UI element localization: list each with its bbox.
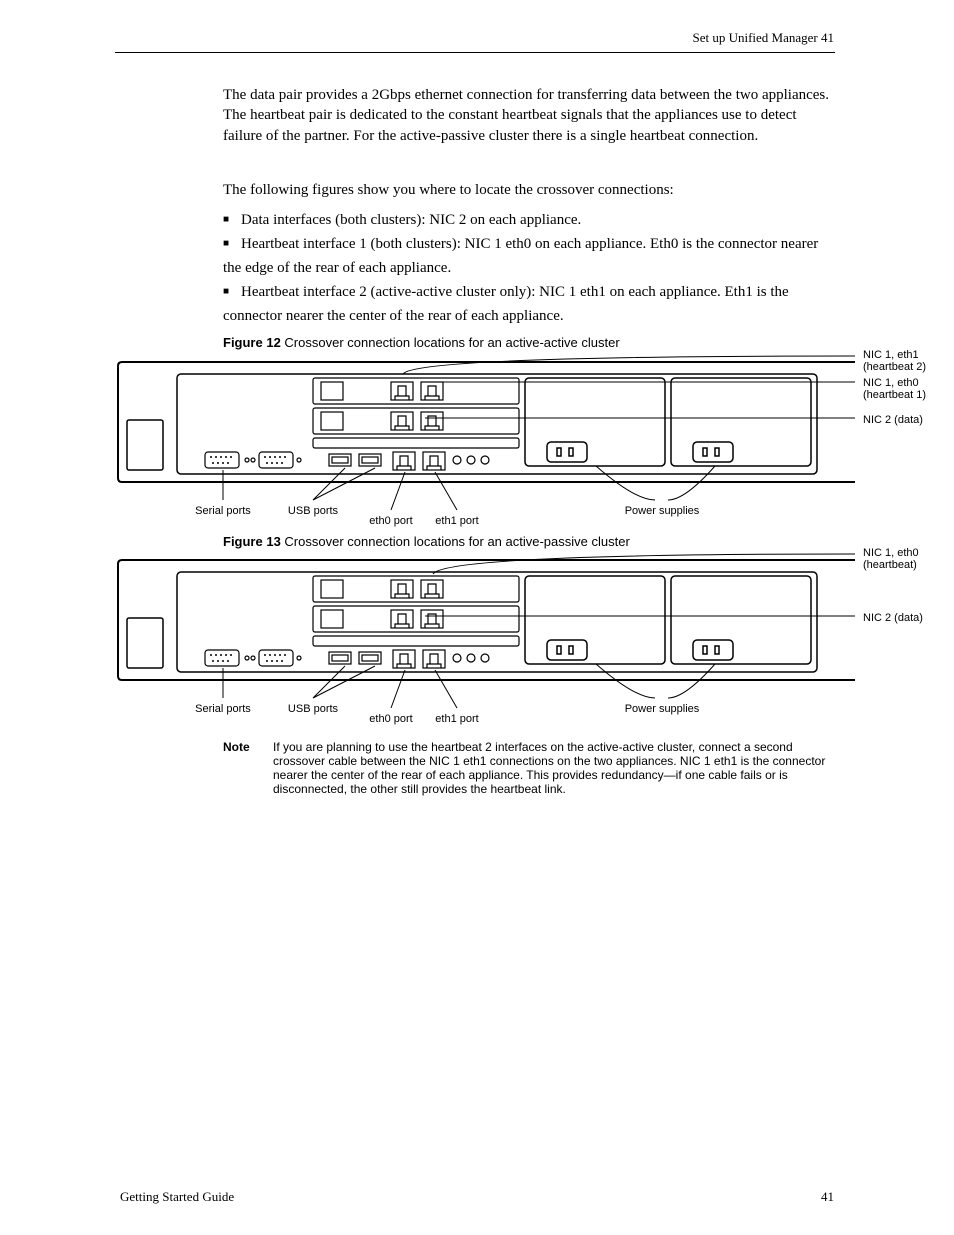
footer-left: Getting Started Guide <box>120 1189 234 1205</box>
d2-eth1-label: eth1 port <box>435 713 478 725</box>
bullet-1: Data interfaces (both clusters): NIC 2 o… <box>223 208 837 232</box>
figure-13-caption: Figure 13 Crossover connection locations… <box>223 534 837 549</box>
figure-12-caption: Figure 12 Crossover connection locations… <box>223 335 837 350</box>
d1-nic2-label: NIC 2 (data) <box>863 414 923 426</box>
figure-12-title: Crossover connection locations for an ac… <box>281 335 620 350</box>
figure-12-diagram: Serial ports USB ports eth0 port eth1 po… <box>115 352 855 528</box>
d1-nic1-eth0-label: NIC 1, eth0 (heartbeat 1) <box>863 377 954 401</box>
running-head: Set up Unified Manager 41 <box>692 30 834 46</box>
d2-serial-label: Serial ports <box>195 703 251 715</box>
d1-nic1-eth1-label: NIC 1, eth1 (heartbeat 2) <box>863 349 954 373</box>
figure-intro-paragraph: The following figures show you where to … <box>223 180 837 200</box>
figure-13-diagram: Serial ports USB ports eth0 port eth1 po… <box>115 550 855 726</box>
intro-paragraph: The data pair provides a 2Gbps ethernet … <box>223 85 837 146</box>
d2-nic2-label: NIC 2 (data) <box>863 612 923 624</box>
d2-psu-label: Power supplies <box>625 703 700 715</box>
d1-eth0-label: eth0 port <box>369 515 412 527</box>
figure-12-number: Figure 12 <box>223 335 281 350</box>
d1-eth1-label: eth1 port <box>435 515 478 527</box>
note-body: If you are planning to use the heartbeat… <box>273 740 837 796</box>
crossover-bullets: Data interfaces (both clusters): NIC 2 o… <box>223 208 837 328</box>
header-rule <box>115 52 835 53</box>
note-label: Note <box>223 740 273 796</box>
bullet-3: Heartbeat interface 2 (active-active clu… <box>223 280 837 328</box>
figure-13-title: Crossover connection locations for an ac… <box>281 534 630 549</box>
d1-usb-label: USB ports <box>288 505 339 517</box>
note: Note If you are planning to use the hear… <box>223 740 837 796</box>
d2-nic1-eth0-label: NIC 1, eth0 (heartbeat) <box>863 547 954 571</box>
d2-eth0-label: eth0 port <box>369 713 412 725</box>
d1-serial-label: Serial ports <box>195 505 251 517</box>
footer-right: 41 <box>821 1189 834 1205</box>
figure-13-number: Figure 13 <box>223 534 281 549</box>
bullet-2: Heartbeat interface 1 (both clusters): N… <box>223 232 837 280</box>
d1-psu-label: Power supplies <box>625 505 700 517</box>
d2-usb-label: USB ports <box>288 703 339 715</box>
page: Set up Unified Manager 41 The data pair … <box>0 0 954 1235</box>
